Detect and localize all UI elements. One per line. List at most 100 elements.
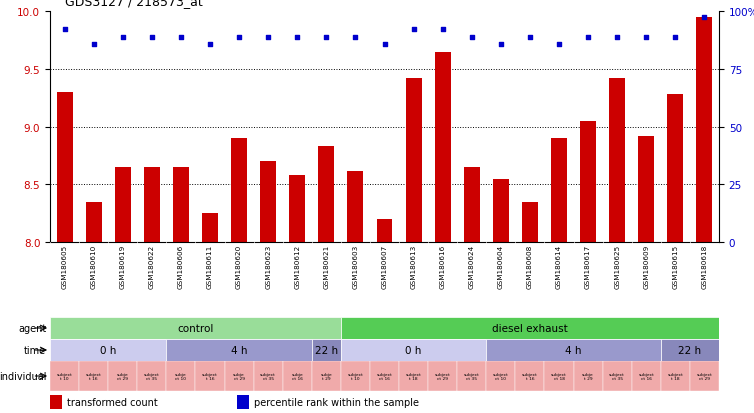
Text: subject
t 18: subject t 18 [667,372,683,380]
Text: subject
t 16: subject t 16 [86,372,102,380]
Text: subject
t 16: subject t 16 [522,372,538,380]
Bar [399,361,428,391]
Bar [167,361,195,391]
Point [379,41,391,48]
Text: GSM180614: GSM180614 [556,244,562,289]
Bar [253,361,283,391]
Point [670,34,682,41]
Bar [290,176,305,242]
Bar [57,93,72,242]
Text: GSM180622: GSM180622 [149,244,155,289]
Text: GSM180613: GSM180613 [411,244,417,289]
Bar [173,168,189,242]
Text: GSM180604: GSM180604 [498,244,504,289]
Point [466,34,478,41]
Bar [50,339,167,361]
Text: subject
t 10: subject t 10 [57,372,72,380]
Bar [86,202,102,242]
Point [611,34,624,41]
Bar [434,52,451,242]
Bar [341,361,370,391]
Bar [661,339,719,361]
Bar [406,79,421,242]
Text: subject
ct 16: subject ct 16 [376,372,392,380]
Bar [632,361,661,391]
Text: subje
ct 16: subje ct 16 [291,372,303,380]
Point [495,41,507,48]
Text: subje
t 29: subje t 29 [320,372,333,380]
Text: subject
ct 35: subject ct 35 [144,372,160,380]
Bar [137,361,167,391]
Bar [225,361,253,391]
Text: subje
t 29: subje t 29 [582,372,594,380]
Text: subje
ct 10: subje ct 10 [175,372,187,380]
Text: 4 h: 4 h [566,345,582,355]
Bar [376,219,393,242]
Point [87,41,100,48]
Text: subject
ct 10: subject ct 10 [493,372,509,380]
Bar [370,361,399,391]
Text: subje
ct 29: subje ct 29 [233,372,245,380]
Text: GSM180612: GSM180612 [294,244,300,289]
Text: time: time [24,345,46,355]
Bar [167,339,312,361]
Bar [260,162,276,242]
Bar [661,361,690,391]
Point [582,34,594,41]
Text: GSM180611: GSM180611 [207,244,213,289]
Text: subject
t 16: subject t 16 [202,372,218,380]
Text: GDS3127 / 218573_at: GDS3127 / 218573_at [65,0,203,8]
Text: subject
ct 18: subject ct 18 [551,372,567,380]
Bar [341,317,719,339]
Bar [50,395,62,408]
Text: 4 h: 4 h [231,345,247,355]
Bar [602,361,632,391]
Text: subject
ct 29: subject ct 29 [697,372,713,380]
Text: transformed count: transformed count [66,397,158,407]
Text: GSM180617: GSM180617 [585,244,591,289]
Bar [544,361,574,391]
Text: GSM180607: GSM180607 [382,244,388,289]
Text: subje
ct 29: subje ct 29 [117,372,129,380]
Point [640,34,652,41]
Bar [348,171,363,242]
Text: 22 h: 22 h [679,345,701,355]
Bar [697,18,713,242]
Text: individual: individual [0,371,46,381]
Bar [238,395,250,408]
Point [437,26,449,33]
Bar [574,361,602,391]
Point [291,34,303,41]
Bar [341,339,486,361]
Text: GSM180606: GSM180606 [178,244,184,289]
Bar [428,361,457,391]
Text: GSM180615: GSM180615 [673,244,679,289]
Point [262,34,274,41]
Bar [318,147,334,242]
Point [117,34,129,41]
Text: GSM180610: GSM180610 [90,244,97,289]
Bar [231,139,247,242]
Bar [667,95,683,242]
Bar [639,137,654,242]
Bar [486,361,516,391]
Bar [464,168,480,242]
Point [320,34,333,41]
Bar [493,179,509,242]
Text: percentile rank within the sample: percentile rank within the sample [254,397,419,407]
Point [349,34,361,41]
Bar [522,202,538,242]
Bar [551,139,567,242]
Text: GSM180603: GSM180603 [352,244,358,289]
Text: diesel exhaust: diesel exhaust [492,323,568,333]
Point [698,15,710,21]
Text: GSM180609: GSM180609 [643,244,649,289]
Bar [50,361,79,391]
Point [233,34,245,41]
Text: 0 h: 0 h [406,345,421,355]
Bar [457,361,486,391]
Text: GSM180625: GSM180625 [615,244,621,289]
Text: GSM180605: GSM180605 [62,244,68,289]
Text: subject
ct 35: subject ct 35 [464,372,480,380]
Text: GSM180619: GSM180619 [120,244,126,289]
